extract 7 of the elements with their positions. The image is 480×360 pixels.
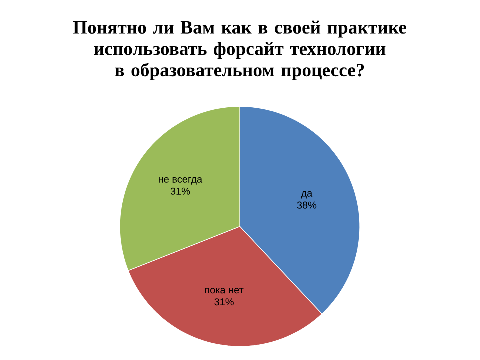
slice-label: не всегда xyxy=(159,177,203,185)
data-label: 31% xyxy=(214,298,234,306)
slice-label: да xyxy=(301,191,313,199)
slice-label: пока нет xyxy=(205,288,244,294)
chart-title: Понятно ли Вам как в своей практике использовать форсайт технологии в образовательном процессе? xyxy=(73,20,406,80)
data-label: 31% xyxy=(170,188,190,195)
data-label: 38% xyxy=(297,202,317,209)
